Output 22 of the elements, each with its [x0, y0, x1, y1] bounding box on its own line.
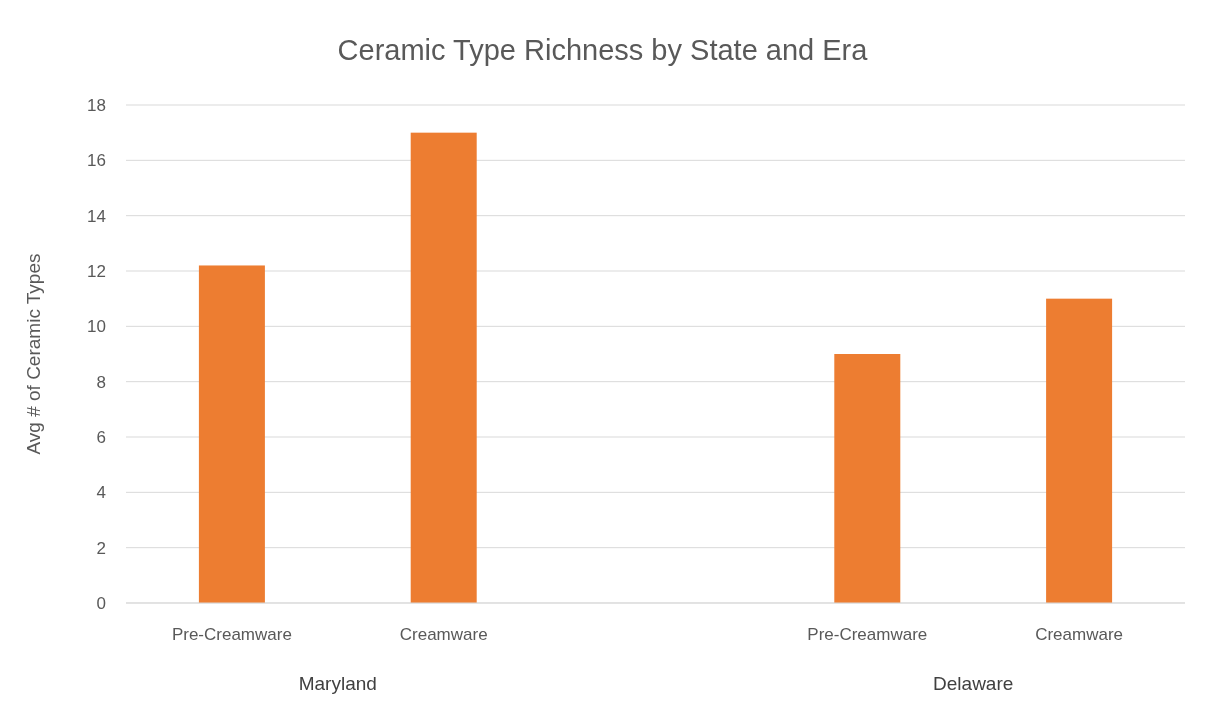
- y-tick-label: 18: [87, 96, 106, 115]
- y-tick-label: 14: [87, 206, 106, 226]
- y-tick-label: 0: [96, 594, 106, 613]
- y-tick-label: 6: [96, 428, 106, 447]
- x-tick-label: Pre-Creamware: [171, 625, 292, 644]
- bar: [1046, 298, 1113, 603]
- bar: [410, 132, 477, 603]
- x-tick-label: Creamware: [399, 625, 488, 644]
- text: Maryland: [298, 673, 377, 694]
- bar: [198, 265, 265, 603]
- x-tick-label: Creamware: [1035, 625, 1124, 644]
- y-tick-label: 12: [87, 262, 106, 281]
- bar: [834, 354, 901, 603]
- y-tick-label: 4: [96, 483, 106, 503]
- y-tick-label: 2: [96, 538, 106, 558]
- y-axis-title: Avg # of Ceramic Types: [23, 253, 44, 455]
- chart-title: Ceramic Type Richness by State and Era: [337, 34, 869, 66]
- x-tick-label: Pre-Creamware: [807, 625, 928, 644]
- text: Delaware: [933, 673, 1014, 694]
- y-tick-label: 10: [87, 317, 106, 337]
- y-tick-label: 16: [87, 151, 106, 171]
- y-tick-label: 8: [96, 372, 106, 392]
